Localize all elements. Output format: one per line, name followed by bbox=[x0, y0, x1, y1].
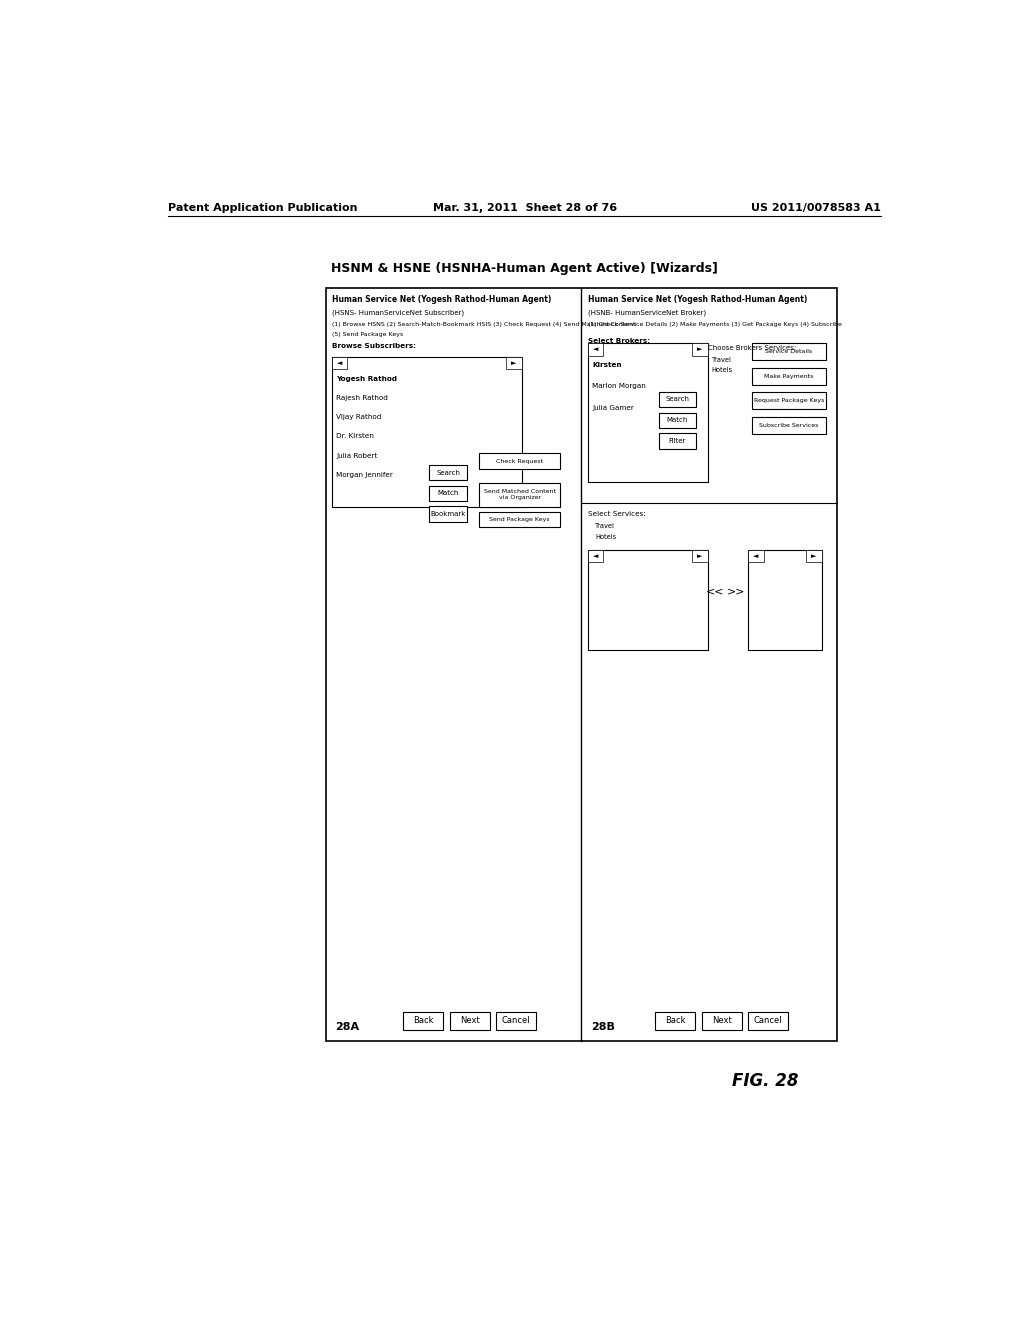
Text: US 2011/0078583 A1: US 2011/0078583 A1 bbox=[752, 203, 882, 213]
Text: Travel: Travel bbox=[712, 358, 731, 363]
Text: Rajesh Rathod: Rajesh Rathod bbox=[337, 395, 388, 401]
Bar bbox=[588, 343, 708, 482]
Text: Choose Brokers Services:: Choose Brokers Services: bbox=[708, 345, 796, 351]
Bar bbox=[429, 507, 467, 521]
Text: 28A: 28A bbox=[335, 1022, 359, 1032]
Text: Next: Next bbox=[712, 1016, 731, 1026]
Bar bbox=[429, 465, 467, 480]
Bar bbox=[748, 1011, 788, 1030]
Text: Match: Match bbox=[667, 417, 688, 424]
Bar bbox=[588, 343, 603, 355]
Text: Dr. Kirsten: Dr. Kirsten bbox=[337, 433, 375, 440]
Text: Back: Back bbox=[665, 1016, 685, 1026]
Text: Select Services:: Select Services: bbox=[588, 511, 645, 517]
Text: Send Package Keys: Send Package Keys bbox=[489, 517, 550, 521]
Text: Filter: Filter bbox=[669, 438, 686, 444]
Bar bbox=[748, 549, 821, 649]
Text: Travel: Travel bbox=[595, 524, 615, 529]
Bar bbox=[496, 1011, 537, 1030]
Bar bbox=[479, 483, 560, 507]
Bar bbox=[403, 1011, 443, 1030]
Bar bbox=[332, 358, 347, 370]
Text: Hotels: Hotels bbox=[712, 367, 733, 374]
Text: Human Service Net (Yogesh Rathod-Human Agent): Human Service Net (Yogesh Rathod-Human A… bbox=[588, 296, 807, 305]
Text: (5) Send Package Keys: (5) Send Package Keys bbox=[332, 331, 403, 337]
Bar bbox=[588, 549, 708, 649]
Text: Back: Back bbox=[413, 1016, 433, 1026]
Bar bbox=[429, 486, 467, 502]
Bar bbox=[752, 417, 825, 434]
Bar bbox=[752, 392, 825, 409]
Text: ◄: ◄ bbox=[593, 553, 598, 558]
Bar bbox=[752, 368, 825, 385]
Text: Kirsten: Kirsten bbox=[592, 362, 622, 368]
Bar bbox=[588, 549, 603, 562]
Text: ◄: ◄ bbox=[593, 346, 598, 352]
Text: Make Payments: Make Payments bbox=[764, 374, 813, 379]
Text: Request Package Keys: Request Package Keys bbox=[754, 399, 824, 404]
Bar bbox=[701, 1011, 741, 1030]
Text: Search: Search bbox=[436, 470, 460, 475]
Text: Mar. 31, 2011  Sheet 28 of 76: Mar. 31, 2011 Sheet 28 of 76 bbox=[433, 203, 616, 213]
Text: 28B: 28B bbox=[591, 1022, 614, 1032]
Bar bbox=[326, 288, 838, 1040]
Text: Vijay Rathod: Vijay Rathod bbox=[337, 414, 382, 420]
Text: Check Request: Check Request bbox=[497, 458, 544, 463]
Bar bbox=[658, 433, 696, 449]
Text: Subscribe Services: Subscribe Services bbox=[759, 424, 818, 428]
Text: Browse Subscribers:: Browse Subscribers: bbox=[332, 343, 416, 350]
Text: ►: ► bbox=[697, 553, 702, 558]
Bar bbox=[450, 1011, 489, 1030]
Text: Cancel: Cancel bbox=[754, 1016, 782, 1026]
Text: Service Details: Service Details bbox=[765, 350, 812, 354]
Text: ◄: ◄ bbox=[753, 553, 759, 558]
Bar bbox=[658, 412, 696, 428]
Bar bbox=[806, 549, 821, 562]
Bar bbox=[332, 358, 521, 507]
Text: HSNM & HSNE (HSNHA-Human Agent Active) [Wizards]: HSNM & HSNE (HSNHA-Human Agent Active) [… bbox=[332, 263, 718, 276]
Bar bbox=[748, 549, 764, 562]
Text: Select Brokers:: Select Brokers: bbox=[588, 338, 649, 343]
Text: (1) Check Service Details (2) Make Payments (3) Get Package Keys (4) Subscribe: (1) Check Service Details (2) Make Payme… bbox=[588, 322, 842, 326]
Bar bbox=[479, 453, 560, 469]
Bar bbox=[506, 358, 521, 370]
Text: Bookmark: Bookmark bbox=[430, 511, 466, 517]
Text: Cancel: Cancel bbox=[502, 1016, 530, 1026]
Text: Patent Application Publication: Patent Application Publication bbox=[168, 203, 357, 213]
Text: Yogesh Rathod: Yogesh Rathod bbox=[337, 376, 397, 381]
Text: Next: Next bbox=[460, 1016, 479, 1026]
Text: FIG. 28: FIG. 28 bbox=[732, 1072, 799, 1089]
Text: Hotels: Hotels bbox=[595, 535, 616, 540]
Text: (1) Browse HSNS (2) Search-Match-Bookmark HSIS (3) Check Request (4) Send Matche: (1) Browse HSNS (2) Search-Match-Bookmar… bbox=[332, 322, 636, 326]
Bar bbox=[752, 343, 825, 360]
Text: <<: << bbox=[707, 587, 725, 597]
Text: Search: Search bbox=[666, 396, 689, 403]
Bar bbox=[655, 1011, 695, 1030]
Bar bbox=[479, 512, 560, 527]
Bar bbox=[692, 549, 708, 562]
Text: Send Matched Content
via Organizer: Send Matched Content via Organizer bbox=[483, 490, 556, 500]
Text: ◄: ◄ bbox=[337, 360, 342, 366]
Text: Julia Gamer: Julia Gamer bbox=[592, 405, 634, 411]
Text: Julia Robert: Julia Robert bbox=[337, 453, 378, 458]
Text: Match: Match bbox=[437, 490, 459, 496]
Text: >>: >> bbox=[727, 587, 745, 597]
Text: ►: ► bbox=[511, 360, 517, 366]
Text: Morgan Jennifer: Morgan Jennifer bbox=[337, 471, 393, 478]
Text: (HSNB- HumanServiceNet Broker): (HSNB- HumanServiceNet Broker) bbox=[588, 309, 706, 315]
Text: Human Service Net (Yogesh Rathod-Human Agent): Human Service Net (Yogesh Rathod-Human A… bbox=[332, 296, 551, 305]
Text: Marlon Morgan: Marlon Morgan bbox=[592, 383, 646, 389]
Bar bbox=[692, 343, 708, 355]
Text: ►: ► bbox=[697, 346, 702, 352]
Text: (HSNS- HumanServiceNet Subscriber): (HSNS- HumanServiceNet Subscriber) bbox=[332, 309, 464, 315]
Bar bbox=[658, 392, 696, 407]
Text: ►: ► bbox=[811, 553, 816, 558]
